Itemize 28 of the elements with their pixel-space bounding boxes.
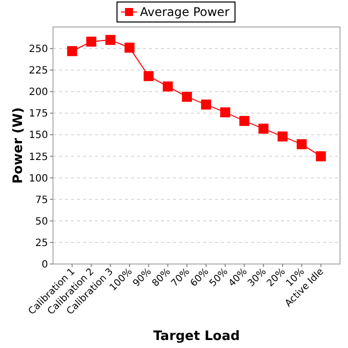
- point: [162, 81, 173, 92]
- y-tick-label: 250: [28, 44, 48, 56]
- legend-label: Average Power: [140, 5, 230, 20]
- y-tick-label: 150: [28, 130, 48, 142]
- y-tick-label: 225: [28, 66, 48, 77]
- y-tick-label: 200: [28, 87, 48, 98]
- point: [144, 71, 154, 82]
- y-tick-label: 100: [28, 173, 48, 184]
- point: [278, 131, 288, 142]
- y-tick-label: 175: [28, 108, 48, 120]
- y-tick-label: 0: [42, 260, 48, 270]
- point: [316, 151, 326, 162]
- point: [105, 34, 116, 45]
- point: [182, 92, 192, 102]
- x-axis-title: Target Load: [153, 329, 240, 344]
- y-tick-label: 50: [35, 216, 48, 228]
- point: [239, 116, 250, 126]
- point: [67, 46, 78, 56]
- point: [258, 124, 268, 134]
- y-tick-label: 75: [35, 194, 48, 206]
- y-tick-label: 125: [28, 152, 48, 163]
- point: [201, 100, 212, 110]
- point: [296, 139, 307, 150]
- point: [86, 36, 96, 47]
- point: [220, 107, 230, 118]
- y-axis-title: Power (W): [11, 107, 26, 184]
- y-tick-label: 25: [35, 238, 48, 249]
- point: [124, 42, 135, 53]
